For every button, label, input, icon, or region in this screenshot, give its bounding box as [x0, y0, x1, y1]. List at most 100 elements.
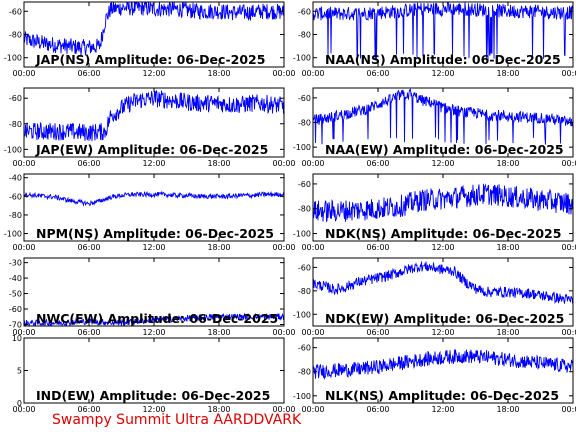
x-tick-label: 18:00 — [207, 69, 230, 78]
x-tick-label: 00:00 — [12, 405, 35, 414]
y-tick-label: -80 — [9, 120, 22, 129]
y-tick-label: -60 — [298, 94, 311, 103]
x-tick-label: 06:00 — [77, 159, 100, 168]
panel-title: NPM(NS) Amplitude: 06-Dec-2025 — [36, 226, 274, 241]
y-tick-label: -80 — [298, 368, 311, 377]
x-tick-label: 06:00 — [77, 69, 100, 78]
x-tick-label: 06:00 — [366, 243, 389, 252]
y-tick-label: 10 — [12, 334, 22, 343]
chart-panel-6: -60 -80 -100 00:00 06:00 12:00 18:00 00:00NDK(N… — [293, 173, 576, 252]
x-tick-label: 12:00 — [142, 328, 165, 337]
series-line-5-1 — [24, 190, 284, 207]
y-tick-label: -60 — [9, 192, 22, 201]
series-line-8-1 — [313, 261, 573, 305]
x-tick-label: 00:00 — [12, 328, 35, 337]
panel-title: NLK(NS) Amplitude: 06-Dec-2025 — [325, 388, 559, 403]
x-tick-label: 00:00 — [272, 405, 295, 414]
x-tick-label: 06:00 — [77, 328, 100, 337]
x-tick-label: 18:00 — [496, 159, 519, 168]
x-tick-label: 00:00 — [301, 69, 324, 78]
x-tick-label: 18:00 — [207, 328, 230, 337]
x-tick-label: 18:00 — [496, 69, 519, 78]
y-tick-label: 0 — [17, 399, 22, 408]
y-tick-label: -100 — [293, 392, 311, 401]
x-tick-label: 06:00 — [366, 159, 389, 168]
y-tick-label: -100 — [4, 145, 22, 154]
chart-panel-10: -60 -80 -100 00:00 06:00 12:00 18:00 00:00NLK(N… — [293, 337, 576, 414]
x-tick-label: 00:00 — [301, 159, 324, 168]
x-tick-label: 12:00 — [142, 405, 165, 414]
panel-title: IND(EW) Amplitude: 06-Dec-2025 — [36, 388, 270, 403]
y-tick-label: -80 — [298, 287, 311, 296]
x-tick-label: 00:00 — [272, 243, 295, 252]
y-tick-label: -80 — [298, 31, 311, 40]
x-tick-label: 06:00 — [77, 243, 100, 252]
x-tick-label: 00:00 — [561, 159, 576, 168]
x-tick-label: 06:00 — [366, 328, 389, 337]
chart-panel-8: -60-80-10000:0006:0012:0018:0000:00NDK(E… — [293, 257, 576, 337]
chart-panel-2: -60 -80 -100 00:00 06:00 12:00 18:00 00:00NAA(N… — [293, 1, 576, 78]
x-tick-label: 00:00 — [12, 159, 35, 168]
x-tick-label: 00:00 — [301, 328, 324, 337]
y-tick-label: -60 — [298, 344, 311, 353]
series-line-6-1 — [313, 183, 573, 223]
footer-caption: Swampy Summit Ultra AARDDVARK — [52, 412, 302, 428]
x-tick-label: 12:00 — [431, 328, 454, 337]
panel-title: JAP(EW) Amplitude: 06-Dec-2025 — [35, 142, 268, 157]
x-tick-label: 12:00 — [142, 243, 165, 252]
x-tick-label: 12:00 — [142, 69, 165, 78]
series-line-2-1 — [313, 2, 573, 61]
y-tick-label: -80 — [9, 31, 22, 40]
chart-panel-4: -60-80-10000:0006:0012:0018:0000:00NAA(E… — [293, 87, 576, 168]
y-tick-label: -100 — [293, 310, 311, 319]
series-line-1-1 — [24, 2, 284, 56]
panel-title: NAA(EW) Amplitude: 06-Dec-2025 — [325, 142, 564, 157]
y-tick-label: -70 — [9, 320, 22, 329]
x-tick-label: 00:00 — [12, 69, 35, 78]
x-tick-label: 18:00 — [207, 243, 230, 252]
y-tick-label: -100 — [293, 230, 311, 239]
x-tick-label: 12:00 — [142, 159, 165, 168]
x-tick-label: 06:00 — [77, 405, 100, 414]
y-tick-label: -60 — [9, 7, 22, 16]
x-tick-label: 18:00 — [207, 405, 230, 414]
y-tick-label: -60 — [298, 180, 311, 189]
x-tick-label: 00:00 — [561, 405, 576, 414]
y-tick-label: -80 — [9, 211, 22, 220]
x-tick-label: 18:00 — [496, 243, 519, 252]
y-tick-label: -40 — [9, 174, 22, 183]
x-tick-label: 06:00 — [366, 405, 389, 414]
x-tick-label: 00:00 — [561, 243, 576, 252]
series-line-4-1 — [313, 88, 573, 145]
panel-title: NWC(EW) Amplitude: 06-Dec-2025 — [36, 311, 278, 326]
x-tick-label: 06:00 — [366, 69, 389, 78]
x-tick-label: 12:00 — [431, 159, 454, 168]
y-tick-label: -60 — [298, 7, 311, 16]
x-tick-label: 00:00 — [12, 243, 35, 252]
series-line-10-1 — [313, 349, 573, 380]
y-tick-label: 5 — [17, 367, 22, 376]
x-tick-label: 00:00 — [301, 243, 324, 252]
x-tick-label: 12:00 — [431, 69, 454, 78]
series-line-3-1 — [24, 89, 284, 142]
x-tick-label: 00:00 — [561, 328, 576, 337]
x-tick-label: 00:00 — [272, 159, 295, 168]
y-tick-label: -30 — [9, 259, 22, 268]
y-tick-label: -100 — [4, 54, 22, 63]
panel-title: JAP(NS) Amplitude: 06-Dec-2025 — [35, 52, 265, 67]
panel-title: NDK(EW) Amplitude: 06-Dec-2025 — [325, 311, 564, 326]
x-tick-label: 00:00 — [561, 69, 576, 78]
y-tick-label: -60 — [298, 263, 311, 272]
panel-title: NAA(NS) Amplitude: 06-Dec-2025 — [325, 52, 561, 67]
x-tick-label: 12:00 — [431, 243, 454, 252]
y-tick-label: -40 — [9, 274, 22, 283]
x-tick-label: 12:00 — [431, 405, 454, 414]
y-tick-label: -80 — [298, 119, 311, 128]
y-tick-label: -60 — [9, 305, 22, 314]
y-tick-label: -100 — [293, 143, 311, 152]
